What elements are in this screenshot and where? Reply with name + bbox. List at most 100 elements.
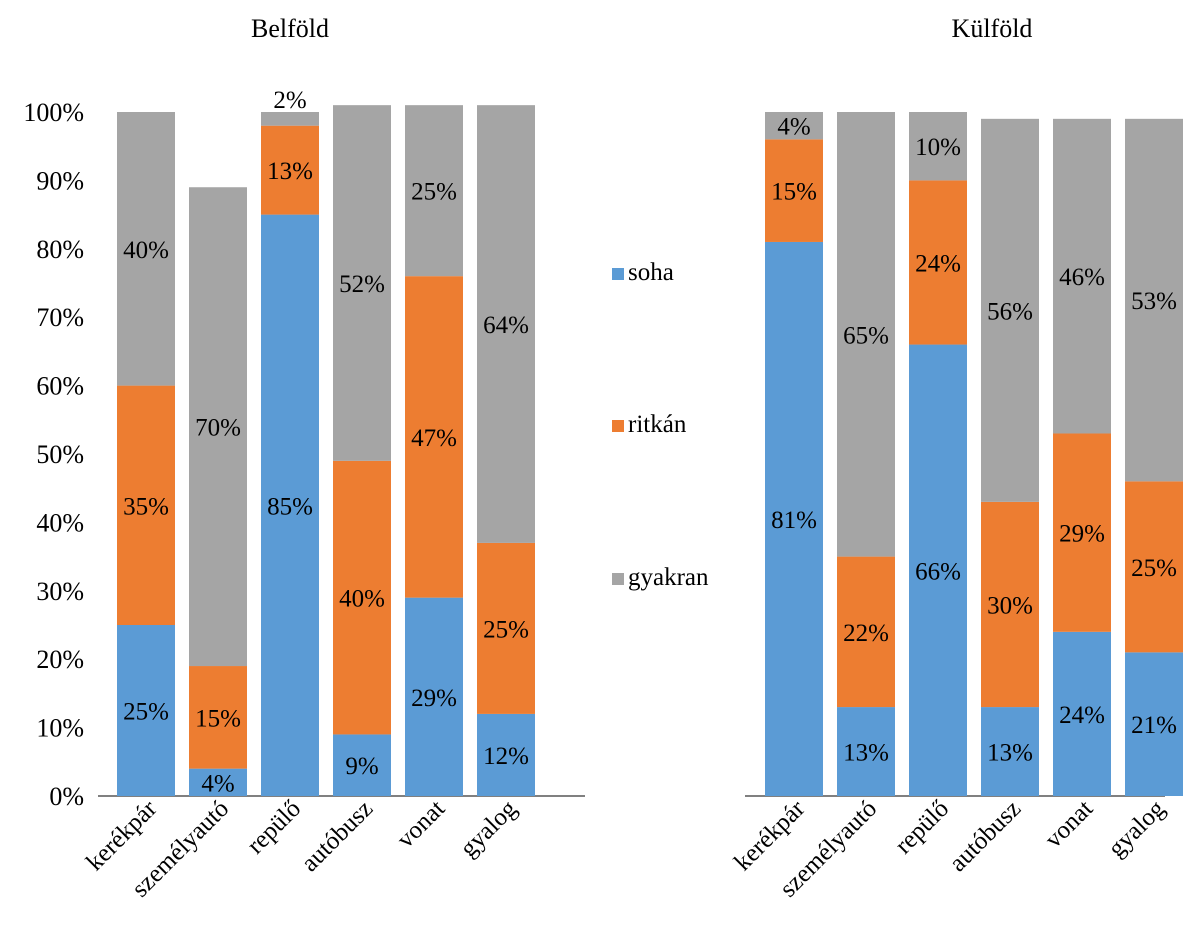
bar-gyakran: [477, 105, 535, 543]
bar-gyakran: [1053, 118, 1111, 434]
category-label: repülő: [242, 795, 306, 859]
data-label: 24%: [915, 250, 961, 277]
bar-soha: [909, 344, 967, 796]
chart-title-belfold: Belföld: [251, 14, 329, 43]
y-tick-label: 70%: [36, 303, 84, 332]
legend-swatch-ritkan: [612, 420, 624, 432]
bar-gyakran: [909, 112, 967, 181]
data-label: 65%: [843, 322, 889, 349]
data-label: 46%: [1059, 264, 1105, 291]
category-label: gyalog: [1103, 795, 1171, 863]
y-tick-label: 90%: [36, 166, 84, 195]
data-label: 70%: [195, 415, 241, 442]
data-label: 25%: [411, 179, 457, 206]
bar-soha: [837, 707, 895, 796]
bar-gyakran: [837, 112, 895, 557]
y-tick-label: 10%: [36, 714, 84, 743]
data-label: 66%: [915, 558, 961, 585]
data-label: 12%: [483, 743, 529, 770]
category-label: vonat: [392, 795, 450, 853]
data-label: 52%: [339, 271, 385, 298]
data-label: 15%: [195, 705, 241, 732]
category-label: autóbusz: [296, 795, 378, 877]
y-tick-label: 20%: [36, 645, 84, 674]
category-label: repülő: [890, 795, 954, 859]
bar-ritkan: [1125, 481, 1183, 653]
y-tick-label: 40%: [36, 508, 84, 537]
y-tick-label: 80%: [36, 235, 84, 264]
data-label: 21%: [1131, 712, 1177, 739]
data-label: 29%: [411, 685, 457, 712]
data-label: 10%: [915, 134, 961, 161]
bars-belfold: 25% 35% 40% 4% 15% 70% 85% 13% 2% 9% 40% 52% 29% 47% 2…: [117, 87, 535, 797]
bar-ritkan: [333, 460, 391, 735]
data-label: 13%: [843, 740, 889, 767]
category-label: autóbusz: [944, 795, 1026, 877]
bar-ritkan: [909, 180, 967, 345]
bar-gyakran: [189, 187, 247, 667]
bar-soha: [765, 241, 823, 796]
data-label: 24%: [1059, 702, 1105, 729]
y-tick-label: 50%: [36, 440, 84, 469]
legend-label-gyakran: gyakran: [628, 564, 709, 591]
data-label: 53%: [1131, 288, 1177, 315]
data-label: 25%: [123, 699, 169, 726]
bar-ritkan: [117, 385, 175, 625]
y-tick-label: 0%: [49, 782, 84, 811]
data-label: 25%: [1131, 555, 1177, 582]
bar-soha: [405, 597, 463, 796]
y-tick-label: 100%: [23, 98, 84, 127]
bar-gyakran: [1125, 118, 1183, 482]
data-label: 64%: [483, 312, 529, 339]
category-label: gyalog: [455, 795, 523, 863]
data-label: 85%: [267, 493, 313, 520]
bar-gyakran: [405, 105, 463, 277]
bar-soha: [981, 707, 1039, 796]
bar-soha: [477, 713, 535, 796]
data-label: 40%: [339, 586, 385, 613]
legend-label-soha: soha: [628, 259, 674, 286]
bar-gyakran: [117, 112, 175, 386]
bar-gyakran: [981, 118, 1039, 502]
bar-soha: [1053, 631, 1111, 796]
bar-gyakran: [261, 112, 319, 126]
data-label: 29%: [1059, 521, 1105, 548]
data-label: 4%: [777, 114, 810, 141]
kulfold-panel: Külföld 81% 15% 4% 13% 22% 65% 66% 24% 10% 13% 30%…: [729, 14, 1183, 903]
data-label: 2%: [273, 87, 306, 114]
data-label: 40%: [123, 237, 169, 264]
data-label: 81%: [771, 507, 817, 534]
data-label: 13%: [267, 158, 313, 185]
belfold-panel: Belföld 0% 10% 20% 30% 40% 50% 60% 70% 80% 90% 100…: [23, 14, 1165, 903]
bar-ritkan: [189, 666, 247, 769]
chart-title-kulfold: Külföld: [952, 14, 1033, 43]
data-label: 25%: [483, 616, 529, 643]
legend-label-ritkan: ritkán: [628, 411, 687, 438]
bar-ritkan: [1053, 433, 1111, 632]
data-label: 13%: [987, 740, 1033, 767]
bar-ritkan: [405, 276, 463, 598]
bar-soha: [189, 768, 247, 796]
y-tick-label: 30%: [36, 577, 84, 606]
bar-gyakran: [333, 105, 391, 461]
data-label: 47%: [411, 425, 457, 452]
legend: soha ritkán gyakran: [612, 259, 709, 591]
bar-soha: [1125, 652, 1183, 796]
legend-swatch-soha: [612, 268, 624, 280]
bar-ritkan: [261, 125, 319, 215]
bars-kulfold: 81% 15% 4% 13% 22% 65% 66% 24% 10% 13% 30% 56% 24% 29…: [765, 112, 1183, 796]
bar-soha: [117, 625, 175, 796]
category-label: vonat: [1040, 795, 1098, 853]
y-axis: 0% 10% 20% 30% 40% 50% 60% 70% 80% 90% 100%: [23, 98, 1165, 811]
bar-ritkan: [765, 139, 823, 242]
data-label: 4%: [201, 770, 234, 797]
data-label: 9%: [345, 753, 378, 780]
legend-swatch-gyakran: [612, 573, 624, 585]
bar-ritkan: [981, 501, 1039, 708]
bar-ritkan: [477, 542, 535, 714]
data-label: 22%: [843, 620, 889, 647]
bar-soha: [261, 214, 319, 797]
